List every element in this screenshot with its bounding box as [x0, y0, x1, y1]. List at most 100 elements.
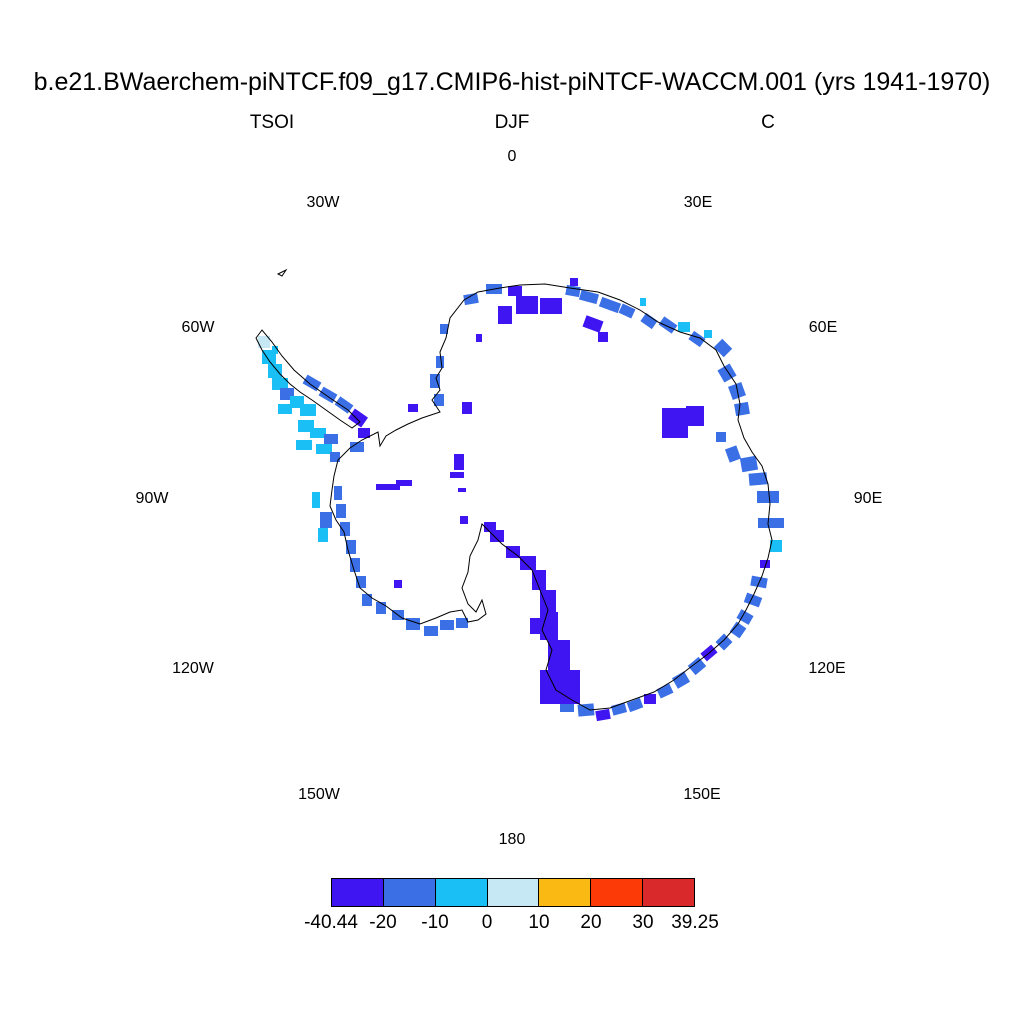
lon-label-150e: 150E — [683, 786, 721, 803]
lon-label-180: 180 — [498, 831, 526, 848]
lon-label-60e: 60E — [808, 319, 838, 336]
data-cell — [376, 484, 400, 490]
data-cell — [734, 401, 750, 417]
data-cell — [540, 590, 556, 612]
data-cell — [424, 626, 438, 636]
data-cell — [340, 522, 350, 536]
data-cell — [540, 670, 580, 704]
colorbar-label-6: 20 — [580, 912, 602, 933]
data-cell — [540, 612, 558, 640]
data-cell — [460, 516, 468, 524]
lon-label-30e: 30E — [683, 194, 713, 211]
lon-label-60w: 60W — [181, 319, 215, 336]
data-cell — [316, 444, 332, 454]
data-cell — [376, 602, 386, 614]
data-cell — [658, 316, 678, 334]
data-cell — [508, 286, 522, 296]
lon-label-0: 0 — [507, 148, 517, 165]
data-cell — [671, 671, 691, 689]
colorbar-bin-3 — [435, 879, 488, 906]
data-cell — [758, 518, 784, 528]
data-cell — [396, 480, 412, 486]
colorbar-label-1: -40.44 — [304, 912, 358, 933]
data-cell — [330, 452, 340, 462]
lon-label-30w: 30W — [306, 194, 340, 211]
lon-label-90e: 90E — [853, 490, 883, 507]
variable-label: TSOI — [249, 112, 295, 133]
data-cell — [272, 346, 278, 354]
data-cell — [618, 303, 636, 319]
data-cell — [520, 556, 536, 570]
colorbar-label-2: -20 — [369, 912, 397, 933]
data-cell — [272, 378, 288, 390]
data-cell — [356, 576, 366, 588]
data-cell — [687, 656, 707, 676]
data-cell — [757, 491, 779, 503]
data-cell — [662, 408, 688, 438]
data-cell — [336, 504, 346, 518]
data-cell — [456, 618, 468, 628]
data-cell — [626, 697, 644, 713]
data-cell — [640, 298, 646, 306]
data-cell — [748, 472, 768, 486]
data-cell — [577, 703, 595, 717]
colorbar-bin-5 — [539, 879, 592, 906]
data-cell — [454, 454, 464, 470]
soil-temperature-cells — [258, 278, 784, 722]
data-cell — [362, 594, 372, 606]
data-cell — [540, 298, 562, 314]
data-cell — [310, 428, 326, 438]
data-cell — [334, 396, 354, 414]
data-cell — [463, 292, 479, 306]
island-outline — [276, 268, 288, 277]
data-cell — [579, 289, 599, 305]
data-cell — [302, 374, 322, 392]
data-cell — [348, 408, 368, 428]
data-cell — [770, 540, 782, 552]
units-label: C — [761, 112, 775, 133]
data-cell — [440, 620, 454, 630]
data-cell — [450, 472, 464, 478]
data-cell — [258, 336, 270, 348]
data-cell — [476, 334, 482, 342]
peninsula-coastline — [255, 329, 361, 429]
data-cell — [278, 404, 292, 414]
data-cell — [548, 640, 570, 670]
lon-label-90w: 90W — [135, 490, 169, 507]
data-cell — [530, 618, 540, 634]
data-cell — [268, 364, 282, 378]
data-cell — [656, 683, 674, 699]
data-cell — [440, 324, 448, 334]
data-cell — [484, 522, 496, 532]
data-cell — [324, 434, 338, 444]
data-cell — [408, 404, 418, 412]
data-cell — [704, 330, 712, 338]
data-cell — [686, 406, 704, 426]
data-cell — [565, 284, 581, 298]
data-cell — [595, 708, 611, 722]
season-label: DJF — [494, 112, 530, 133]
colorbar-bin-2 — [383, 879, 436, 906]
colorbar-bin-1 — [332, 879, 384, 906]
data-cell — [598, 296, 622, 314]
data-cell — [715, 633, 733, 651]
coastline — [329, 283, 773, 711]
data-cell — [598, 332, 608, 342]
data-cell — [320, 512, 332, 528]
data-cell — [678, 322, 690, 332]
data-cell — [462, 402, 472, 414]
plot-title: b.e21.BWaerchem-piNTCF.f09_g17.CMIP6-his… — [33, 68, 991, 96]
data-cell — [582, 315, 604, 333]
data-cell — [570, 278, 578, 286]
colorbar-label-4: 0 — [481, 912, 493, 933]
lon-label-120w: 120W — [172, 660, 214, 677]
data-cell — [532, 570, 546, 590]
data-cell — [334, 486, 342, 500]
data-cell — [436, 356, 444, 368]
data-cell — [739, 455, 759, 473]
data-cell — [312, 492, 320, 508]
data-cell — [318, 528, 328, 542]
colorbar-label-8: 39.25 — [671, 912, 719, 933]
data-cell — [358, 428, 370, 438]
